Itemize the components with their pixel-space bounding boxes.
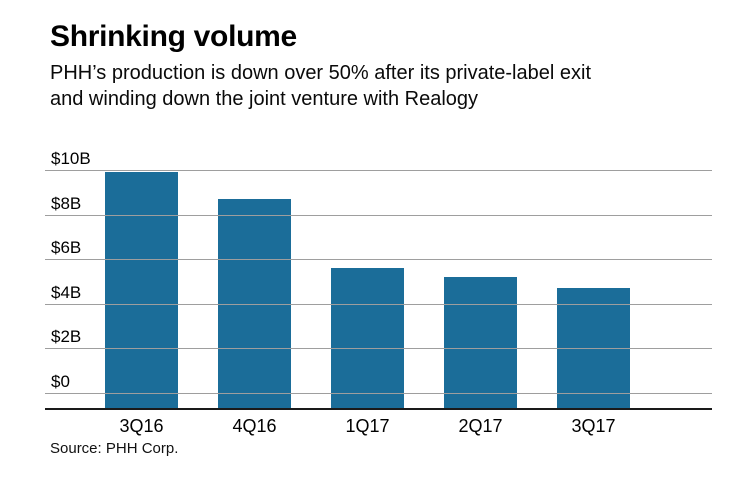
- x-axis-tick-label: 1Q17: [345, 416, 390, 436]
- bar-slot: [85, 170, 198, 408]
- bar-slot: [198, 170, 311, 408]
- y-axis-tick-label: $6B: [51, 238, 86, 259]
- chart-subtitle: PHH’s production is down over 50% after …: [50, 62, 591, 110]
- bar: [444, 277, 517, 408]
- gridline: [45, 393, 712, 394]
- gridline: [45, 214, 712, 216]
- bar: [105, 172, 178, 408]
- chart-title: Shrinking volume: [50, 20, 297, 53]
- bar-slot: [311, 170, 424, 408]
- y-axis-tick-label: $2B: [51, 327, 86, 348]
- y-axis-tick-label: $10B: [51, 149, 95, 169]
- source-note: Source: PHH Corp.: [50, 440, 179, 457]
- x-axis-tick-label: 3Q17: [571, 416, 616, 436]
- bar-slot: [424, 170, 537, 408]
- gridline: [45, 259, 712, 261]
- bar: [557, 288, 630, 408]
- x-axis-labels: 3Q16 4Q16 1Q17 2Q17 3Q17: [85, 416, 650, 437]
- gridline: [45, 348, 712, 350]
- y-axis-tick-label: $0: [51, 372, 74, 392]
- plot-area: $10B $8B $6B $4B $2B $0: [45, 149, 712, 410]
- y-axis-tick-label: $8B: [51, 193, 86, 214]
- gridline: [45, 303, 712, 305]
- bar-slot: [537, 170, 650, 408]
- bars: [85, 170, 650, 408]
- bar: [218, 199, 291, 408]
- x-axis-tick-label: 2Q17: [458, 416, 503, 436]
- gridline: [45, 170, 712, 171]
- x-axis-line: [45, 408, 712, 410]
- bar: [331, 268, 404, 408]
- bar-chart: $10B $8B $6B $4B $2B $0 3Q16 4Q16 1Q17 2Q17 3Q17: [45, 149, 712, 460]
- y-axis-tick-label: $4B: [51, 282, 86, 303]
- x-axis-tick-label: 3Q16: [119, 416, 164, 436]
- x-axis-tick-label: 4Q16: [232, 416, 277, 436]
